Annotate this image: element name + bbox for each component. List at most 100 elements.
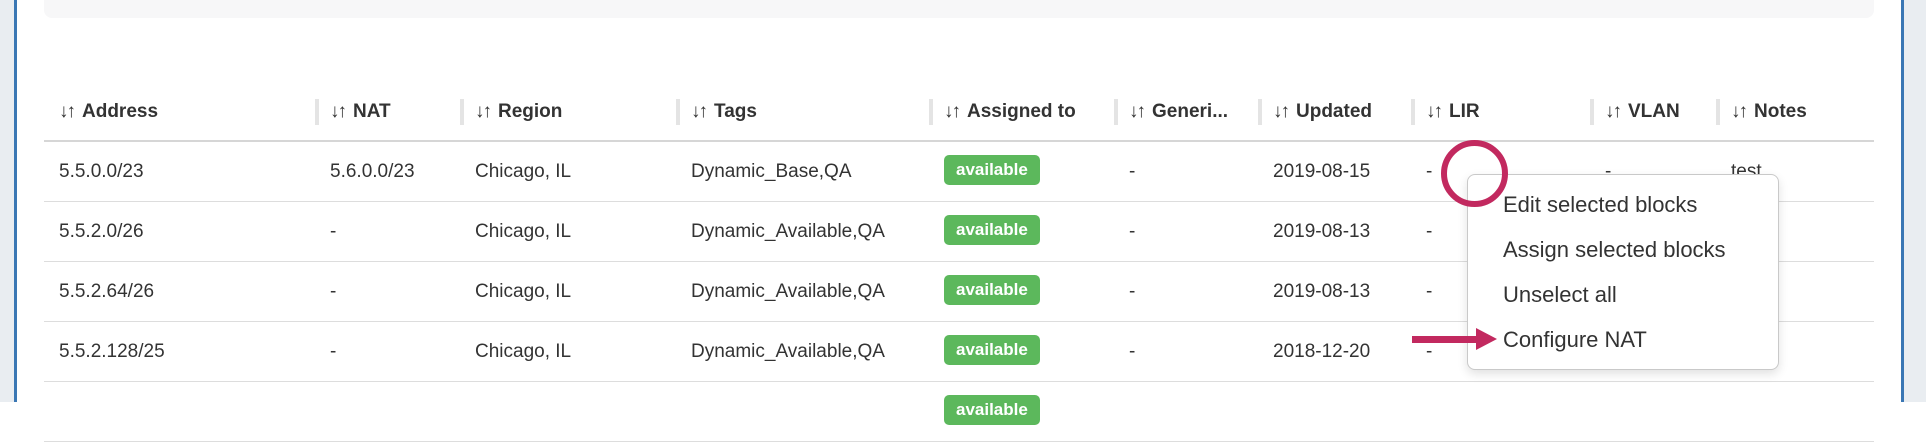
table-header-cell-tags[interactable]: ↓↑ Tags	[676, 84, 929, 140]
cell-notes	[1716, 382, 1874, 441]
column-label: Assigned to	[967, 101, 1076, 122]
column-label: Region	[498, 101, 563, 122]
cell-lir: -	[1411, 262, 1590, 321]
cell-text: -	[1426, 281, 1433, 302]
cell-lir: -	[1411, 202, 1590, 261]
column-divider	[1114, 99, 1118, 125]
menu-item-configure-nat[interactable]: Configure NAT	[1503, 327, 1647, 352]
cell-text: Chicago, IL	[475, 221, 572, 242]
cell-updated: 2019-08-15	[1258, 142, 1411, 201]
column-label: Address	[82, 101, 159, 122]
sort-icon: ↓↑	[1605, 101, 1622, 122]
cell-nat	[315, 382, 460, 441]
cell-text: 5.5.0.0/23	[59, 161, 144, 182]
sort-icon: ↓↑	[1426, 101, 1443, 122]
cell-tags: Dynamic_Available,QA	[676, 322, 929, 381]
cell-text: 5.5.2.0/26	[59, 221, 144, 242]
cell-region: Chicago, IL	[460, 142, 676, 201]
menu-item-assign-selected-blocks[interactable]: Assign selected blocks	[1503, 237, 1726, 262]
menu-item-unselect-all[interactable]: Unselect all	[1503, 282, 1617, 307]
sort-icon: ↓↑	[330, 101, 347, 122]
cell-generic: -	[1114, 142, 1258, 201]
cell-assigned: available	[929, 142, 1114, 201]
cell-address: 5.5.0.0/23	[44, 142, 315, 201]
cell-nat: -	[315, 262, 460, 321]
cell-text: Chicago, IL	[475, 341, 572, 362]
sort-icon: ↓↑	[475, 101, 492, 122]
cell-text: -	[330, 221, 337, 242]
cell-text: -	[1129, 341, 1136, 362]
cell-tags: Dynamic_Base,QA	[676, 142, 929, 201]
cell-text: -	[1129, 161, 1136, 182]
cell-updated	[1258, 382, 1411, 441]
panel-border-left	[14, 0, 17, 402]
cell-generic: -	[1114, 322, 1258, 381]
table-header-cell-updated[interactable]: ↓↑ Updated	[1258, 84, 1411, 140]
cell-address: 5.5.2.64/26	[44, 262, 315, 321]
cell-vlan	[1590, 382, 1716, 441]
cell-text: Chicago, IL	[475, 161, 572, 182]
cell-region: Chicago, IL	[460, 262, 676, 321]
column-label: VLAN	[1628, 101, 1680, 122]
table-header-cell-lir[interactable]: ↓↑ LIR	[1411, 84, 1590, 140]
cell-assigned: available	[929, 382, 1114, 441]
sort-icon: ↓↑	[691, 101, 708, 122]
cell-lir	[1411, 382, 1590, 441]
table-header-cell-region[interactable]: ↓↑ Region	[460, 84, 676, 140]
table-header-cell-notes[interactable]: ↓↑ Notes	[1716, 84, 1874, 140]
column-label: LIR	[1449, 101, 1480, 122]
table-header-row: ↓↑ Address ↓↑ NAT ↓↑ Region ↓↑ Tags ↓↑ Assigned t…	[44, 84, 1874, 142]
column-divider	[315, 99, 319, 125]
status-badge: available	[944, 155, 1040, 186]
cell-region: Chicago, IL	[460, 322, 676, 381]
cell-text: Dynamic_Base,QA	[691, 161, 852, 182]
column-label: Notes	[1754, 101, 1807, 122]
page-gutter-right	[1904, 0, 1926, 402]
cell-updated: 2019-08-13	[1258, 262, 1411, 321]
cell-updated: 2019-08-13	[1258, 202, 1411, 261]
cell-region	[460, 382, 676, 441]
context-menu: Edit selected blocks Assign selected bloc…	[1467, 174, 1779, 370]
cell-lir: -	[1411, 142, 1590, 201]
cell-assigned: available	[929, 262, 1114, 321]
cell-text: Dynamic_Available,QA	[691, 281, 885, 302]
sort-icon: ↓↑	[944, 101, 961, 122]
column-label: Generi...	[1152, 101, 1229, 122]
cell-text: -	[1426, 341, 1433, 362]
sort-icon: ↓↑	[59, 101, 76, 122]
table-row[interactable]: available	[44, 382, 1874, 442]
cell-text: 5.6.0.0/23	[330, 161, 415, 182]
cell-lir: -	[1411, 322, 1590, 381]
menu-item-edit-selected-blocks[interactable]: Edit selected blocks	[1503, 192, 1698, 217]
cell-generic: -	[1114, 262, 1258, 321]
table-header-cell-vlan[interactable]: ↓↑ VLAN	[1590, 84, 1716, 140]
table-header-cell-address[interactable]: ↓↑ Address	[44, 84, 315, 140]
cell-address: 5.5.2.0/26	[44, 202, 315, 261]
status-badge: available	[944, 215, 1040, 246]
status-badge: available	[944, 335, 1040, 366]
cell-text: -	[1426, 221, 1433, 242]
sort-icon: ↓↑	[1129, 101, 1146, 122]
cell-text: 2019-08-15	[1273, 161, 1371, 182]
cell-text: 5.5.2.64/26	[59, 281, 155, 302]
table-header-cell-nat[interactable]: ↓↑ NAT	[315, 84, 460, 140]
cell-generic: -	[1114, 202, 1258, 261]
panel-border-right	[1901, 0, 1904, 402]
cell-text: -	[1426, 161, 1433, 182]
cell-text: Chicago, IL	[475, 281, 572, 302]
column-divider	[460, 99, 464, 125]
sort-icon: ↓↑	[1731, 101, 1748, 122]
cell-address: 5.5.2.128/25	[44, 322, 315, 381]
table-header-cell-assigned[interactable]: ↓↑ Assigned to	[929, 84, 1114, 140]
cell-text: Dynamic_Available,QA	[691, 221, 885, 242]
column-divider	[1716, 99, 1720, 125]
cell-address	[44, 382, 315, 441]
column-divider	[676, 99, 680, 125]
table-header-cell-generic[interactable]: ↓↑ Generi...	[1114, 84, 1258, 140]
panel-top-bar	[44, 0, 1874, 18]
cell-text: -	[330, 281, 337, 302]
cell-generic	[1114, 382, 1258, 441]
cell-tags	[676, 382, 929, 441]
column-divider	[1590, 99, 1594, 125]
column-label: Tags	[714, 101, 757, 122]
